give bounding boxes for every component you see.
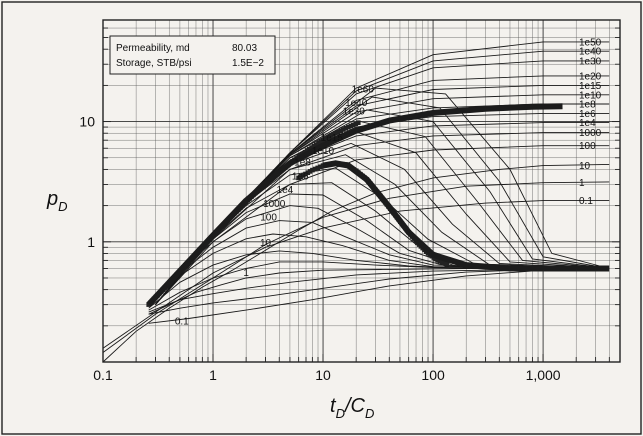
curve-end-label: 1e30 [579,56,602,67]
data-marker [348,123,354,129]
data-marker [335,129,341,135]
data-marker [315,165,320,171]
right-labels: 1e501e401e301e201e151e101e81e61e41000100… [579,37,602,207]
data-marker [343,126,349,131]
curve-peak-label: 1000 [263,199,286,210]
curve-end-label: 0.1 [579,196,593,207]
legend-frame [109,35,276,75]
curve-peak-label: 1e15 [321,133,344,144]
data-marker [346,124,351,130]
curve-end-label: 1e20 [579,71,602,82]
series-line [102,200,610,349]
curve-end-label: 1e8 [579,100,596,111]
y-axis-title: pD [46,188,68,214]
series-line [148,250,610,309]
thick-curves [146,103,610,307]
legend-box: Permeability, md 80.03 Storage, STB/psi … [109,35,276,75]
legend-storage-label: Storage, STB/psi [116,58,192,69]
curve-peak-label: 1e30 [343,106,366,117]
data-marker [333,130,338,136]
curve-end-label: 1e15 [579,81,602,92]
data-marker [318,164,323,170]
data-marker [309,145,314,150]
data-marker [310,167,315,173]
x-axis-title-sub1: D [336,406,345,421]
data-marker [338,128,343,134]
x-tick-label: 100 [421,367,445,383]
curve-peak-label: 1e8 [294,158,311,169]
curve-end-label: 1e4 [579,118,596,129]
curve-end-label: 1 [579,178,585,189]
fitted-curve [146,103,563,307]
curve-end-label: 1e40 [579,47,602,58]
axis-ticks [102,19,621,363]
x-tick-label: 1,000 [526,367,561,383]
curve-peak-label: 1e4 [277,185,294,196]
x-tick-label: 0.1 [93,367,113,383]
data-marker [444,261,450,267]
curve-end-label: 10 [579,161,591,172]
y-tick-label: 10 [79,114,95,130]
curve-peak-label: 1e60 [352,84,375,95]
curve-end-label: 100 [579,141,596,152]
x-axis-title-sub2: D [365,406,374,421]
fitted-curve [322,160,610,272]
x-axis-title-slash: /C [343,395,366,417]
plot-area-border [102,19,621,363]
curve-peak-label: 10 [260,238,272,249]
data-marker [435,258,440,263]
x-tick-label: 1 [209,367,217,383]
data-marker [356,120,361,125]
y-tick-labels: 1 10 [79,114,95,250]
data-marker [307,169,313,174]
curve-end-label: 1000 [579,128,602,139]
curve-peak-label: 1e10 [312,146,335,157]
series-line [102,163,610,363]
y-tick-label: 1 [87,234,95,250]
curve-end-label: 1e6 [579,109,596,120]
x-axis-title: tD/CD [330,395,374,421]
legend-permeability-label: Permeability, md [116,43,190,54]
curve-peak-label: 1e6 [292,172,309,183]
data-marker [351,122,356,128]
curve-end-label: 1e50 [579,37,602,48]
curve-peak-label: 1 [243,268,249,279]
data-marker [312,166,318,172]
legend-storage-value: 1.5E−2 [232,58,264,69]
curve-peak-label: 100 [260,213,277,224]
data-marker [341,127,346,132]
legend-permeability-value: 80.03 [232,43,257,54]
x-tick-label: 10 [315,367,331,383]
curve-peak-label: 1e40 [345,98,368,109]
curve-end-label: 1e10 [579,90,602,101]
data-marker [353,121,359,127]
curve-peak-label: 0.1 [175,317,189,328]
data-marker [296,175,301,181]
series-line [155,145,610,305]
x-tick-labels: 0.1 1 10 100 1,000 [93,367,561,383]
x-axis-title-main: t [330,395,337,417]
y-axis-title-subscript: D [58,199,67,214]
y-axis-title-main: p [46,188,58,210]
